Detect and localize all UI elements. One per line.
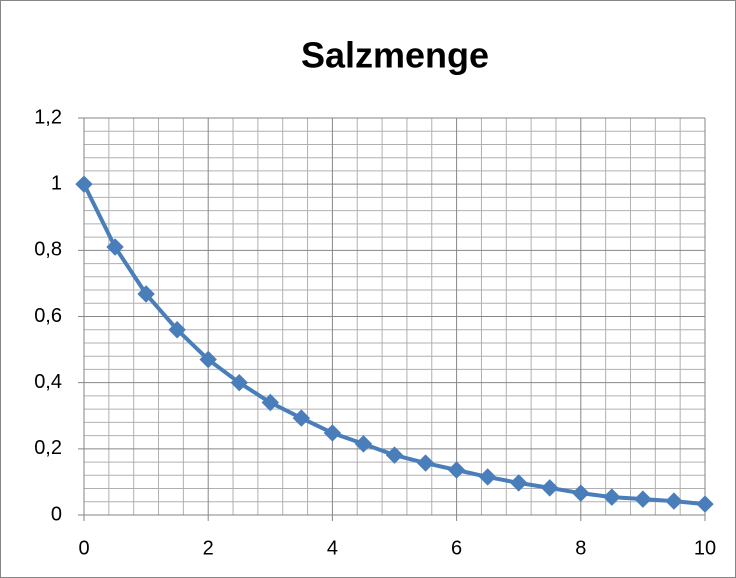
x-tick-label: 8 [575,537,586,559]
grid [78,117,706,521]
x-tick-label: 6 [451,537,462,559]
marker [634,490,652,508]
marker [447,461,466,479]
plot [75,175,714,513]
marker [572,484,590,502]
x-tick-label: 4 [327,537,338,559]
marker [354,435,373,453]
marker [603,488,621,506]
marker [509,474,528,492]
marker [665,492,683,510]
chart-title: Salzmenge [301,35,489,76]
x-tick-label: 2 [203,537,214,559]
marker [478,468,497,486]
marker [137,285,155,303]
y-tick-label: 0,2 [34,437,62,459]
y-tick-label: 1 [51,172,62,194]
marker [261,393,280,412]
marker [230,373,248,392]
x-tick-label: 0 [78,537,89,559]
marker [323,424,342,442]
marker [416,454,435,472]
marker [75,175,93,193]
y-tick-label: 0,6 [34,305,62,327]
y-tick-label: 0,4 [34,371,62,393]
marker [696,495,714,513]
marker [199,350,217,369]
marker [106,238,124,256]
y-tick-label: 0 [51,503,62,525]
marker [168,321,186,339]
marker [292,409,311,427]
y-tick-label: 0,8 [34,239,62,261]
marker [385,446,404,464]
x-tick-label: 10 [694,537,716,559]
marker [541,479,559,497]
y-tick-label: 1,2 [34,106,62,128]
